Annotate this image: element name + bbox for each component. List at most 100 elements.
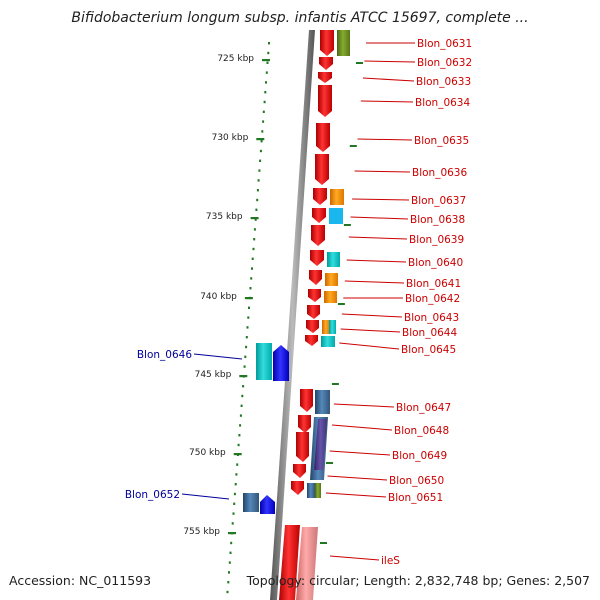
axis-dot [261,130,264,133]
axis-dot [248,306,250,309]
gene-arrow[interactable] [308,289,321,302]
gene-label[interactable]: Blon_0631 [417,38,472,50]
gene-label[interactable]: Blon_0640 [408,257,463,269]
axis-dot [267,51,270,55]
gene-label[interactable]: Blon_0634 [415,97,470,109]
axis-dot [264,91,267,94]
gene-label[interactable]: Blon_0645 [401,344,456,356]
gene-arrow[interactable] [311,225,325,246]
gene-block[interactable] [307,483,315,498]
axis-dot [245,336,248,339]
gene-label[interactable]: Blon_0635 [414,135,469,147]
gene-arrow[interactable] [310,250,324,266]
gene-label[interactable]: Blon_0641 [406,278,461,290]
gene-block[interactable] [314,419,327,470]
gene-arrow[interactable] [296,432,309,462]
axis-dot [245,345,248,349]
axis-dot [249,287,252,290]
gene-arrow[interactable] [316,123,330,152]
gene-block[interactable] [324,291,337,303]
gene-label[interactable]: Blon_0643 [404,312,459,324]
gene-label[interactable]: Blon_0646 [137,349,192,361]
coordinate-axis [226,42,363,594]
gene-block[interactable] [327,252,340,267]
gene-arrow[interactable] [320,30,334,56]
gene-label[interactable]: Blon_0636 [412,167,467,179]
gene-label[interactable]: Blon_0648 [394,425,449,437]
axis-dot [228,561,231,564]
gene-arrow[interactable] [309,270,322,285]
gene-label[interactable]: Blon_0647 [396,402,451,414]
gene-arrow[interactable] [318,85,332,117]
scale-tick-right [320,542,327,544]
gene-arrow[interactable] [260,495,275,514]
leader-line [333,403,395,408]
gene-label[interactable]: Blon_0642 [405,293,460,305]
leader-line [348,236,408,240]
axis-dot [262,110,265,113]
gene-label[interactable]: Blon_0650 [389,475,444,487]
axis-dot [251,257,254,260]
axis-dot [265,71,268,74]
gene-arrow[interactable] [319,57,333,70]
gene-arrow[interactable] [273,345,289,381]
gene-label[interactable]: Blon_0637 [411,195,466,207]
gene-block[interactable] [315,483,321,498]
scale-label: 730 kbp [212,133,249,143]
gene-arrow[interactable] [305,335,318,346]
gene-label[interactable]: Blon_0644 [402,327,457,339]
gene-block[interactable] [329,208,343,224]
scale-tick [228,532,236,535]
scale-labels: 725 kbp 730 kbp 735 kbp 740 kbp 745 kbp 750 k… [183,54,270,537]
gene-block[interactable] [321,336,335,347]
gene-arrow[interactable] [291,481,304,495]
axis-dot [256,198,259,202]
gene-label[interactable]: Blon_0639 [409,234,464,246]
gene-arrow[interactable] [300,389,313,412]
gene-arrow[interactable] [307,305,320,319]
gene-arrow[interactable] [293,464,306,478]
scale-tick-right [337,303,345,305]
gene-block[interactable] [329,320,336,334]
gene-block[interactable] [330,189,344,205]
gene-block[interactable] [337,30,350,56]
gene-arrow[interactable] [318,72,332,83]
leader-line [329,450,391,456]
scale-label: 745 kbp [195,370,232,380]
gene-block[interactable] [322,320,330,334]
gene-arrow[interactable] [306,320,319,333]
scale-label: 735 kbp [206,212,243,222]
scale-tick-right [356,62,363,64]
gene-arrow[interactable] [298,415,311,433]
axis-dot [238,434,241,437]
axis-dot [254,218,257,221]
gene-label[interactable]: Blon_0633 [416,76,471,88]
gene-block[interactable] [243,493,259,512]
gene-label[interactable]: Blon_0638 [410,214,465,226]
gene-label[interactable]: Blon_0649 [392,450,447,462]
gene-arrow[interactable] [313,188,327,205]
gene-arrow[interactable] [312,208,326,223]
gene-block[interactable] [256,343,272,380]
leader-line [331,424,393,431]
axis-dot [247,316,250,319]
gene-label[interactable]: Blon_0652 [125,489,180,501]
gene-arrow[interactable] [279,525,300,600]
axis-dot [240,404,243,407]
gene-arrow[interactable] [315,154,329,185]
axis-dot [237,443,240,447]
gene-block[interactable] [296,527,318,600]
axis-dot [263,100,266,104]
gene-block[interactable] [315,390,330,414]
scale-tick [244,297,253,300]
gene-label[interactable]: Blon_0632 [417,57,472,69]
leader-line [340,328,401,333]
leader-line [364,60,416,63]
gene-block[interactable] [325,273,338,286]
axis-dot [239,424,242,427]
gene-labels-right: Blon_0631 Blon_0632 Blon_0633 Blon_0634 Blon… [325,38,472,567]
gene-label[interactable]: ileS [381,555,400,567]
gene-label[interactable]: Blon_0651 [388,492,443,504]
axis-dot [242,385,245,388]
axis-dot [236,463,239,466]
